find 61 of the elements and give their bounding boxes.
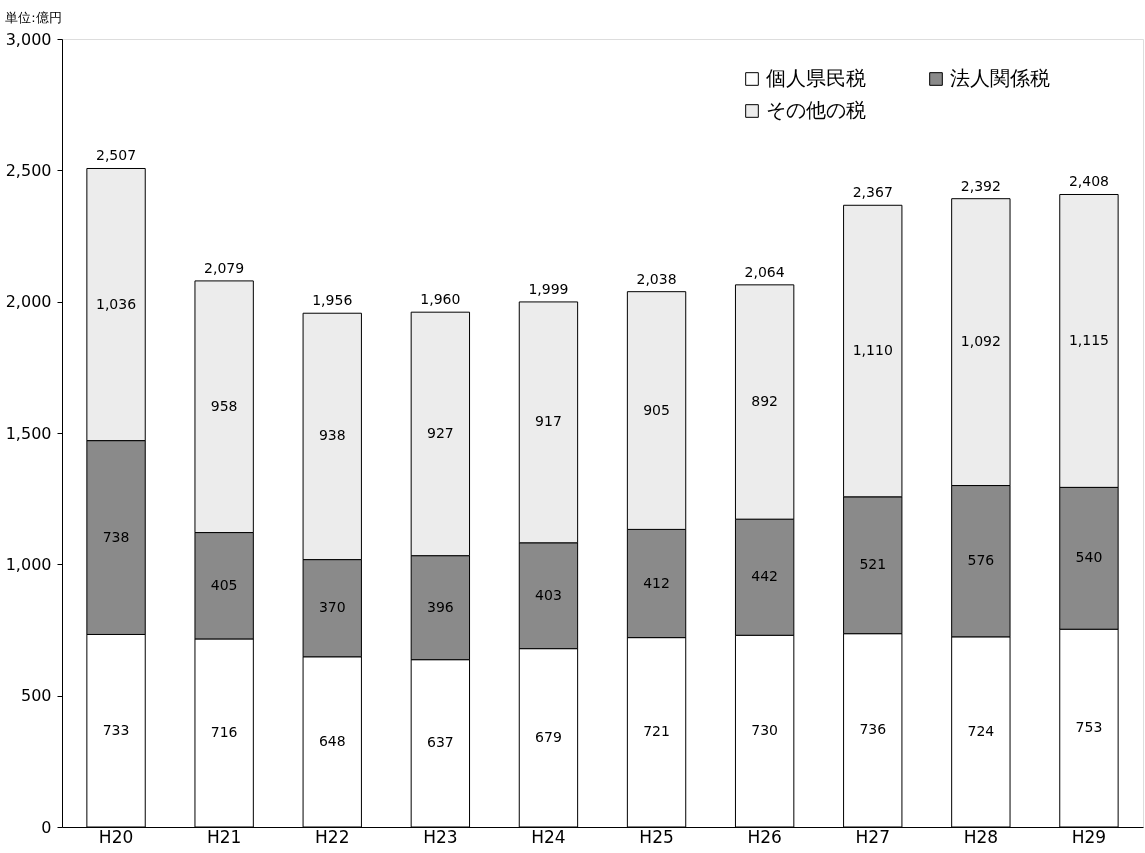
data-label: 927 <box>426 424 454 441</box>
data-label: 753 <box>1075 719 1103 736</box>
data-label: 576 <box>967 552 995 569</box>
text: 単位:億円 <box>5 10 62 25</box>
data-label: 724 <box>967 722 995 739</box>
legend-label: その他の税 <box>766 98 866 122</box>
y-tick-label: 500 <box>20 686 52 706</box>
y-tick-label: 1,000 <box>5 554 52 574</box>
data-label: 1,110 <box>852 342 893 359</box>
y-tick-label: 0 <box>41 817 52 837</box>
total-label: 1,956 <box>312 292 353 309</box>
data-label: 637 <box>426 734 454 751</box>
x-tick-label: H22 <box>315 826 350 847</box>
data-label: 716 <box>210 723 238 740</box>
data-label: 938 <box>318 427 346 444</box>
x-tick-label: H27 <box>855 826 890 847</box>
data-label: 521 <box>859 556 887 573</box>
data-label: 721 <box>643 723 670 740</box>
total-label: 2,507 <box>96 147 137 164</box>
data-label: 648 <box>318 732 346 749</box>
data-label: 1,036 <box>96 295 137 312</box>
x-tick-label: H25 <box>639 826 674 847</box>
legend-label: 法人関係税 <box>950 66 1050 90</box>
data-label: 905 <box>643 401 670 418</box>
data-label: 733 <box>102 721 130 738</box>
legend-label: 個人県民税 <box>766 66 866 90</box>
data-label: 370 <box>318 599 346 616</box>
x-tick-label: H23 <box>423 826 458 847</box>
total-label: 2,408 <box>1068 173 1109 190</box>
data-label: 403 <box>535 586 562 603</box>
x-tick-label: H24 <box>531 826 566 847</box>
y-tick-label: 2,500 <box>5 160 52 180</box>
data-label: 738 <box>102 528 130 545</box>
x-tick-label: H29 <box>1071 826 1107 847</box>
data-label: 412 <box>643 574 670 591</box>
data-label: 396 <box>426 598 454 615</box>
y-tick-label: 1,500 <box>5 423 52 443</box>
data-label: 1,115 <box>1068 331 1109 348</box>
x-tick-label: H20 <box>98 826 134 847</box>
data-label: 958 <box>210 397 238 414</box>
total-label: 2,079 <box>204 259 245 276</box>
total-label: 1,960 <box>420 291 461 308</box>
data-label: 405 <box>210 576 238 593</box>
total-label: 2,367 <box>852 184 893 201</box>
data-label: 917 <box>535 413 562 430</box>
y-tick-label: 2,000 <box>5 292 52 312</box>
data-label: 1,092 <box>960 333 1001 350</box>
y-tick-label: 3,000 <box>5 29 52 49</box>
data-label: 679 <box>535 728 562 745</box>
data-label: 442 <box>751 568 779 585</box>
data-label: 736 <box>859 721 887 738</box>
x-tick-label: H21 <box>206 826 242 847</box>
data-label: 730 <box>751 722 779 739</box>
total-label: 2,392 <box>960 177 1001 194</box>
total-label: 2,064 <box>744 263 785 280</box>
x-tick-label: H26 <box>747 826 782 847</box>
x-tick-label: H28 <box>963 826 999 847</box>
total-label: 1,999 <box>528 280 569 297</box>
data-label: 892 <box>751 393 779 410</box>
data-label: 540 <box>1075 549 1103 566</box>
total-label: 2,038 <box>636 270 677 287</box>
